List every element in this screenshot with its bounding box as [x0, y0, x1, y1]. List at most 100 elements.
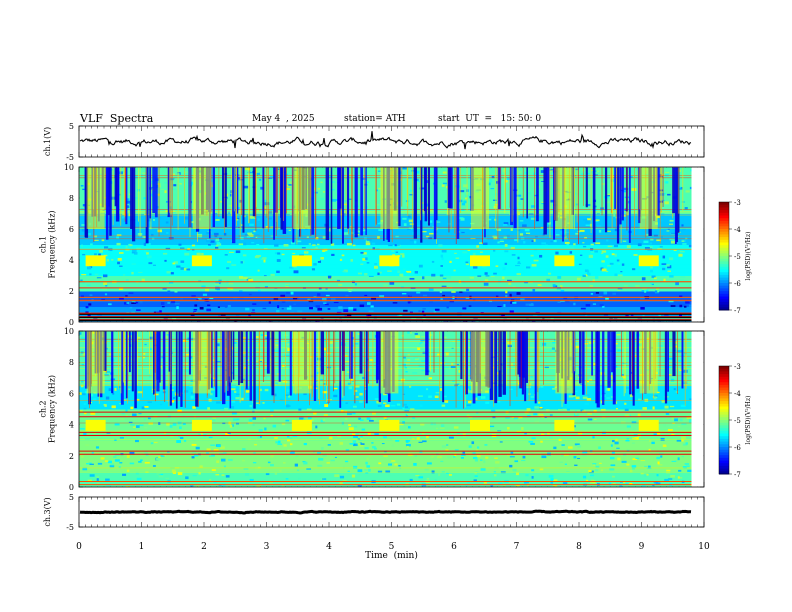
sferic: [107, 167, 110, 216]
sferic: [433, 167, 437, 240]
colorbar-tick-label: -7: [734, 307, 741, 315]
sferic: [662, 167, 664, 207]
colorbar: -3 -4 -5 -6 -7 log(PSD)(V²/Hz): [718, 363, 752, 479]
sferic: [278, 331, 281, 382]
sferic: [313, 331, 317, 402]
sferic: [628, 167, 631, 243]
sferic: [139, 167, 141, 237]
sferic: [586, 331, 588, 395]
sferic: [289, 331, 292, 396]
sferic: [462, 331, 464, 409]
sferic: [85, 331, 88, 389]
y-axis-label: Frequency (kHz): [48, 210, 57, 278]
colorbar-tick-label: -4: [734, 226, 741, 234]
sferic: [337, 167, 341, 229]
sferic: [105, 167, 109, 240]
sferic: [351, 167, 353, 244]
emission-burst: [470, 419, 490, 431]
emission-burst: [638, 255, 659, 267]
sferic: [249, 167, 250, 224]
sferic: [319, 331, 320, 405]
sferic: [368, 331, 369, 384]
sferic: [239, 331, 244, 384]
sferic: [634, 167, 635, 236]
sferic: [279, 167, 280, 211]
sferic: [616, 167, 618, 227]
sferic: [624, 331, 626, 394]
x-tick-label: 6: [451, 542, 457, 552]
sferic: [345, 167, 347, 215]
sferic: [239, 331, 241, 403]
sferic: [152, 331, 155, 395]
sferic: [170, 167, 172, 240]
sferic: [315, 167, 317, 238]
sferic: [171, 167, 173, 226]
sferic: [639, 167, 640, 210]
sferic: [676, 167, 678, 243]
panel-ch3-waveform: 5 -5 ch.3(V): [43, 493, 705, 532]
sferic: [412, 167, 414, 228]
emission-column: [292, 331, 311, 394]
sferic: [359, 331, 363, 374]
emission-burst: [379, 419, 400, 431]
sferic: [435, 167, 438, 221]
sferic: [632, 331, 633, 392]
sferic: [672, 331, 676, 377]
colorbar-tick-label: -5: [734, 253, 741, 261]
sferic: [215, 331, 218, 398]
sferic: [227, 331, 229, 391]
colorbar-tick-label: -6: [734, 280, 741, 288]
x-tick-label: 0: [76, 542, 82, 552]
sferic: [428, 167, 430, 226]
sferic: [546, 167, 550, 223]
sferic: [236, 167, 239, 214]
emission-burst: [85, 255, 106, 267]
sferic: [614, 167, 616, 209]
sferic: [522, 167, 524, 218]
sferic: [109, 167, 112, 236]
sferic: [211, 331, 213, 379]
sferic: [518, 331, 522, 377]
sferic: [497, 167, 499, 240]
sferic: [233, 167, 235, 212]
sferic: [509, 167, 511, 208]
sferic: [660, 167, 662, 213]
sferic: [138, 167, 139, 222]
sferic: [325, 167, 330, 241]
sferic: [220, 331, 222, 401]
sferic: [504, 167, 506, 214]
sferic: [224, 167, 227, 228]
y-tick-label: 0: [69, 483, 74, 492]
y-axis-label: ch.2: [39, 400, 48, 417]
y-tick-label: 8: [69, 194, 74, 203]
sferic: [342, 331, 345, 371]
sferic: [318, 331, 320, 400]
data-gap: [691, 167, 704, 322]
sferic: [104, 167, 106, 210]
sferic: [455, 331, 457, 408]
y-axis-label: Frequency (kHz): [48, 375, 57, 443]
x-tick-label: 9: [639, 542, 645, 552]
sferic: [127, 331, 129, 404]
sferic: [184, 167, 185, 224]
sferic: [175, 331, 178, 409]
station-label: station= ATH: [344, 114, 406, 124]
emission-column: [639, 331, 658, 394]
emission-burst: [638, 419, 659, 431]
sferic: [499, 331, 501, 371]
sferic: [526, 167, 528, 219]
sferic: [378, 331, 381, 403]
y-axis-label: ch.1(V): [43, 127, 52, 156]
sferic: [466, 167, 468, 212]
sferic: [145, 167, 147, 228]
emission-burst: [291, 419, 312, 431]
sferic: [525, 331, 528, 383]
sferic: [363, 331, 365, 408]
sferic: [124, 167, 126, 222]
sferic: [241, 167, 242, 215]
x-tick-label: 7: [514, 542, 520, 552]
sferic: [270, 331, 272, 388]
sferic: [231, 167, 233, 217]
sferic: [266, 167, 268, 218]
colorbar-tick-label: -3: [734, 363, 741, 371]
